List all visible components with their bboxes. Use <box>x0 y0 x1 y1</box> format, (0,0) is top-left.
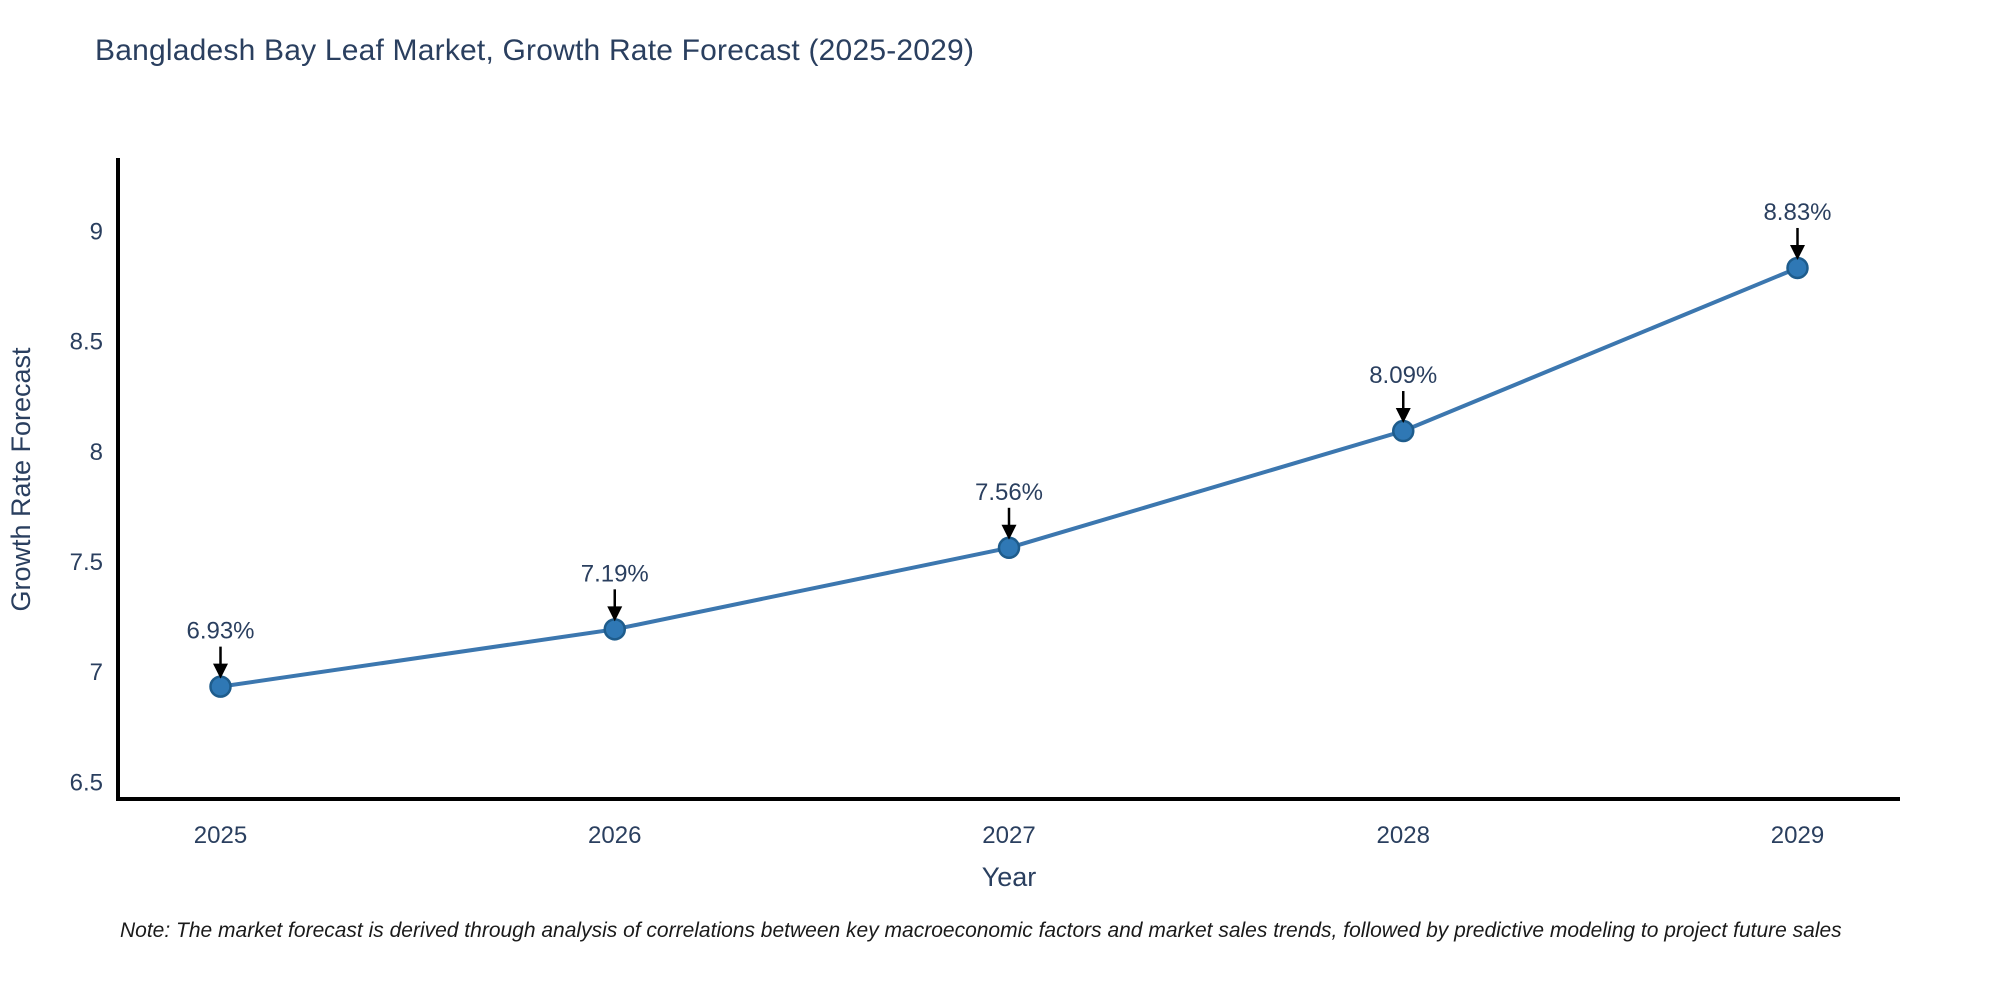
x-axis-title: Year <box>982 862 1037 892</box>
annotation-arrowhead-icon <box>1789 244 1805 260</box>
y-tick-label: 9 <box>90 219 103 246</box>
axes <box>116 158 1900 801</box>
y-tick-label: 7 <box>90 659 103 686</box>
data-point-2027 <box>997 536 1021 560</box>
x-tick-label: 2027 <box>982 822 1035 849</box>
data-point-2028 <box>1391 419 1415 443</box>
data-points: 6.93% 7.19% 7.56% 8.09% 8.83% <box>186 199 1832 698</box>
y-tick-label: 6.5 <box>70 769 103 796</box>
x-axis-ticks: 2025 2026 2027 2028 2029 <box>194 822 1824 849</box>
data-point-2029 <box>1786 256 1809 280</box>
y-tick-label: 8.5 <box>70 329 103 356</box>
data-point-label: 8.83% <box>1763 199 1831 226</box>
annotation-arrowhead-icon <box>1395 408 1411 424</box>
footnote: Note: The market forecast is derived thr… <box>120 919 1842 942</box>
annotation-arrowhead-icon <box>1001 524 1017 540</box>
x-tick-label: 2029 <box>1771 822 1824 849</box>
data-point-label: 6.93% <box>186 618 254 645</box>
y-tick-label: 7.5 <box>70 549 103 576</box>
chart-title: Bangladesh Bay Leaf Market, Growth Rate … <box>95 34 975 67</box>
series-line <box>218 265 1800 689</box>
x-tick-label: 2028 <box>1377 822 1430 849</box>
x-tick-label: 2026 <box>588 822 641 849</box>
annotation-arrowhead-icon <box>213 663 229 679</box>
data-point-label: 7.56% <box>975 479 1043 506</box>
data-point-label: 7.19% <box>581 560 649 587</box>
x-tick-label: 2025 <box>194 822 247 849</box>
y-axis-ticks: 6.5 7 7.5 8 8.5 9 <box>70 219 103 797</box>
data-point-2026 <box>603 618 627 641</box>
data-point-label: 8.09% <box>1369 362 1437 389</box>
annotation-arrowhead-icon <box>607 606 623 622</box>
y-axis-title: Growth Rate Forecast <box>6 347 36 612</box>
y-tick-label: 8 <box>90 439 103 466</box>
data-point-2025 <box>209 675 232 698</box>
